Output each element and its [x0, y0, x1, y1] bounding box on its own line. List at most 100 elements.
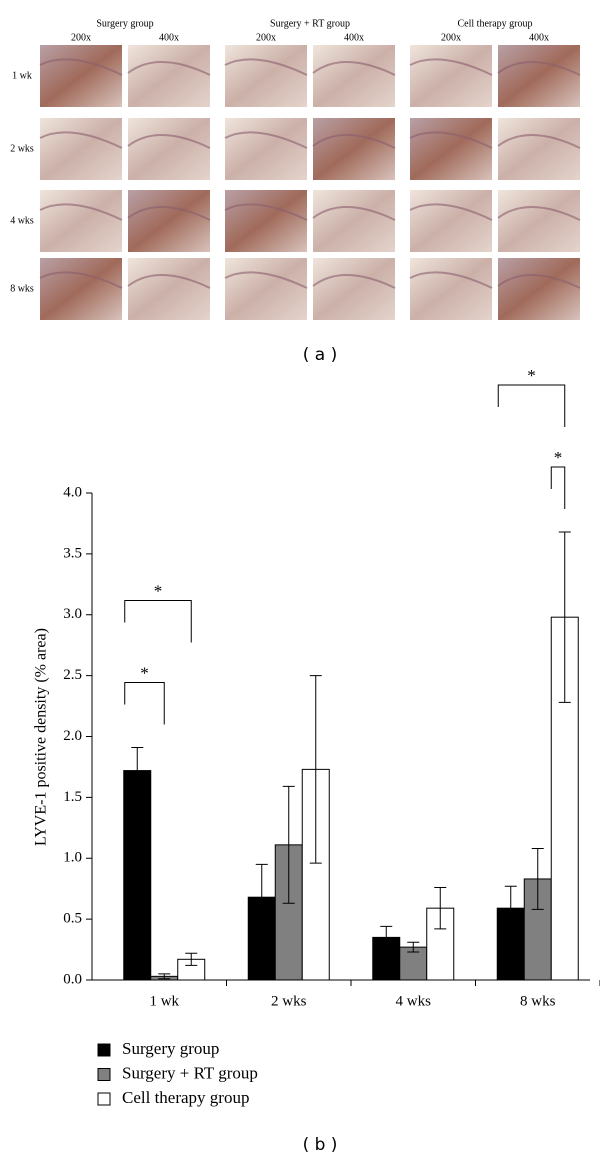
significance-label: * — [527, 366, 536, 385]
tissue-texture — [497, 134, 581, 149]
significance-bracket — [124, 599, 192, 643]
micrograph — [225, 190, 307, 252]
y-tick-label: 0.0 — [63, 971, 82, 987]
error-bar — [131, 746, 144, 795]
tissue-texture — [312, 206, 396, 221]
tissue-texture — [127, 61, 211, 76]
error-bar — [558, 531, 571, 703]
y-tick-label: 2.0 — [63, 728, 82, 744]
micrograph — [410, 118, 492, 180]
y-axis-title: LYVE-1 positive density (% area) — [33, 628, 50, 846]
micrograph — [410, 45, 492, 107]
row-label: 8 wks — [10, 283, 34, 294]
micrograph — [498, 118, 580, 180]
group-title: Surgery group — [96, 18, 153, 29]
tissue-texture — [39, 203, 123, 221]
micrograph — [313, 45, 395, 107]
micrograph — [40, 118, 122, 180]
legend-label: Surgery + RT group — [122, 1063, 258, 1082]
micrograph — [225, 45, 307, 107]
y-tick-label: 3.0 — [63, 606, 82, 622]
micrograph — [128, 258, 210, 320]
tissue-texture — [127, 134, 211, 149]
micrograph — [410, 258, 492, 320]
micrograph — [313, 258, 395, 320]
significance-bracket — [497, 384, 566, 427]
error-bar — [158, 973, 171, 980]
legend-swatch — [97, 1092, 111, 1106]
magnification-label: 400x — [159, 32, 179, 43]
magnification-label: 200x — [71, 32, 91, 43]
row-label: 2 wks — [10, 143, 34, 154]
magnification-label: 400x — [344, 32, 364, 43]
tissue-texture — [312, 274, 396, 289]
error-bar — [282, 785, 295, 904]
error-bar — [255, 863, 268, 931]
tissue-texture — [39, 131, 123, 149]
tissue-texture — [224, 131, 308, 149]
group-title: Cell therapy group — [458, 18, 533, 29]
legend-swatch — [97, 1043, 111, 1057]
micrograph — [40, 45, 122, 107]
tissue-texture — [224, 58, 308, 76]
error-bar — [380, 925, 393, 949]
error-bar — [434, 886, 447, 930]
tissue-texture — [497, 61, 581, 76]
tissue-texture — [409, 58, 493, 76]
x-tick-label: 8 wks — [520, 993, 556, 1009]
micrograph — [313, 190, 395, 252]
x-tick-label: 2 wks — [271, 993, 307, 1009]
tissue-texture — [409, 131, 493, 149]
significance-bracket — [124, 681, 165, 725]
error-bar — [504, 885, 517, 931]
error-bar — [407, 941, 420, 953]
legend-label: Cell therapy group — [122, 1088, 249, 1107]
panel-label: ( b ) — [303, 1135, 338, 1155]
micrograph — [225, 118, 307, 180]
tissue-texture — [127, 206, 211, 221]
y-tick-label: 1.5 — [63, 789, 82, 805]
y-tick-label: 4.0 — [63, 484, 82, 500]
y-tick-label: 2.5 — [63, 667, 82, 683]
micrograph — [128, 118, 210, 180]
tissue-texture — [409, 271, 493, 289]
micrograph — [225, 258, 307, 320]
error-bar — [531, 848, 544, 910]
micrograph — [40, 190, 122, 252]
legend-swatch — [97, 1068, 111, 1081]
x-tick-label: 4 wks — [396, 993, 432, 1009]
row-label: 1 wk — [12, 70, 32, 81]
significance-bracket — [550, 466, 566, 509]
tissue-texture — [39, 58, 123, 76]
tissue-texture — [224, 203, 308, 221]
y-tick-label: 0.5 — [63, 911, 82, 927]
micrograph — [40, 258, 122, 320]
x-tick-label: 1 wk — [149, 993, 179, 1009]
bar — [399, 946, 428, 981]
micrograph — [128, 45, 210, 107]
tissue-texture — [39, 271, 123, 289]
magnification-label: 200x — [441, 32, 461, 43]
tissue-texture — [312, 134, 396, 149]
row-label: 4 wks — [10, 215, 34, 226]
micrograph — [313, 118, 395, 180]
error-bar — [185, 952, 198, 966]
micrograph — [498, 45, 580, 107]
tissue-texture — [497, 274, 581, 289]
y-tick-label: 1.0 — [63, 850, 82, 866]
tissue-texture — [224, 271, 308, 289]
significance-label: * — [554, 448, 563, 467]
significance-label: * — [140, 663, 149, 682]
magnification-label: 200x — [256, 32, 276, 43]
y-tick-label: 3.5 — [63, 545, 82, 561]
error-bar — [309, 675, 322, 864]
group-title: Surgery + RT group — [270, 18, 350, 29]
tissue-texture — [497, 206, 581, 221]
magnification-label: 400x — [529, 32, 549, 43]
micrograph — [128, 190, 210, 252]
micrograph — [498, 190, 580, 252]
tissue-texture — [312, 61, 396, 76]
panel-label: ( a ) — [303, 345, 338, 365]
